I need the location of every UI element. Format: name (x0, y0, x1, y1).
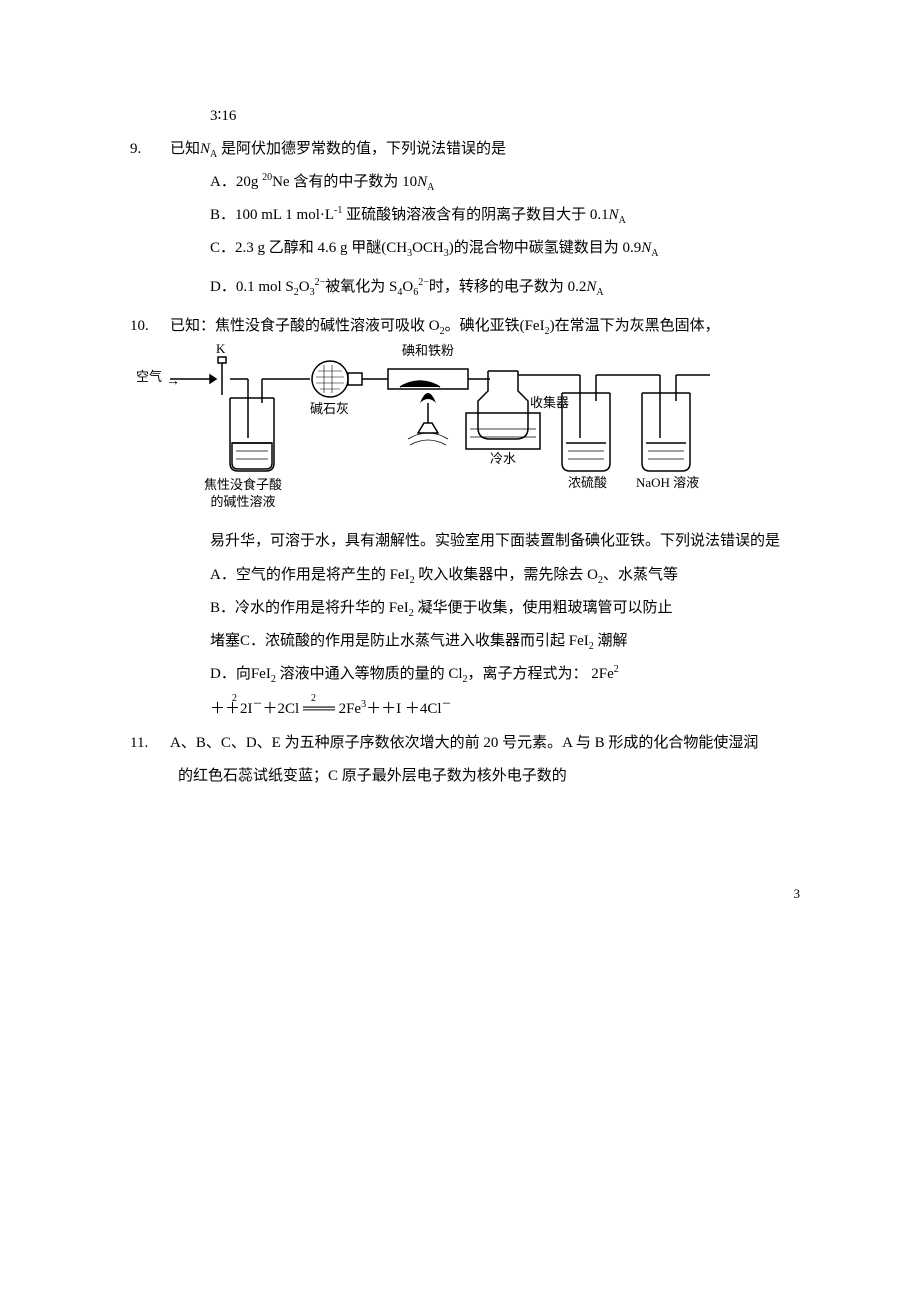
t: 2Fe (339, 701, 362, 717)
t: ＋ (366, 701, 381, 717)
q11-stem2: 的红色石蕊试纸变蓝；C 原子最外层电子数为核外电子数的 1 3 (130, 760, 820, 793)
q10-D-eq: 2 ＋＋2I－＋2Cl 2 ═══ 2Fe3＋＋I ＋4Cl－ (130, 691, 820, 727)
na-symbol: N (586, 279, 596, 295)
t: － (442, 699, 452, 710)
t: 20 (262, 172, 272, 183)
t: )的混合物中碳氢键数目为 0.9 (449, 240, 642, 256)
na-symbol: N (609, 207, 619, 223)
q10-C: 堵塞C．浓硫酸的作用是防止水蒸气进入收集器而引起 FeI2 潮解 (130, 625, 820, 658)
q9-A: A．20g 20Ne 含有的中子数为 10NA (130, 166, 820, 199)
q10-num: 10. (130, 310, 170, 343)
q10-stem: 已知：焦性没食子酸的碱性溶液可吸收 O2。碘化亚铁(FeI2)在常温下为灰黑色固… (170, 310, 720, 343)
t: － (253, 699, 263, 710)
q9-num: 9. (130, 133, 170, 166)
t: 堵塞C．浓硫酸的作用是防止水蒸气进入收集器而引起 FeI (210, 633, 589, 649)
t: 的红色石蕊试纸变蓝；C 原子最外层电子数为核外电子数的 (178, 768, 567, 784)
t: 6 (413, 287, 418, 298)
na-sub: A (427, 182, 434, 193)
t: ，离子方程式为： 2Fe (468, 666, 614, 682)
q10-B: B．冷水的作用是将升华的 FeI2 凝华便于收集，使用粗玻璃管可以防止 (130, 592, 820, 625)
t: O (402, 279, 413, 295)
t: 亚硫酸钠溶液含有的阴离子数目大于 0.1 (342, 207, 608, 223)
q8-tail: 3∶16 (130, 100, 820, 133)
q11: 11. A、B、C、D、E 为五种原子序数依次增大的前 20 号元素。A 与 B… (130, 727, 820, 760)
q9-C: C．2.3 g 乙醇和 4.6 g 甲醚(CH3OCH3)的混合物中碳氢键数目为… (130, 232, 820, 265)
q9: 9. 已知NA 是阿伏加德罗常数的值，下列说法错误的是 (130, 133, 820, 166)
t: 2 (614, 664, 619, 675)
t: 、水蒸气等 (603, 567, 678, 583)
t: 被氧化为 S (325, 279, 397, 295)
t: OCH (412, 240, 444, 256)
q11-stem1: A、B、C、D、E 为五种原子序数依次增大的前 20 号元素。A 与 B 形成的… (170, 727, 758, 760)
t: 焦性没食子酸 (204, 477, 282, 492)
t: )在常温下为灰黑色固体， (550, 318, 720, 334)
na-sub: A (651, 248, 658, 259)
na-symbol: N (641, 240, 651, 256)
na-symbol: N (200, 141, 210, 157)
label-h2so4: 浓硫酸 (568, 475, 607, 492)
t: 的碱性溶液 (211, 494, 276, 509)
t: ＋2I (225, 701, 253, 717)
t: 3 (310, 287, 315, 298)
t: 2 (311, 687, 316, 711)
label-K: K (216, 341, 225, 358)
t: 潮解 (594, 633, 628, 649)
label-lime: 碱石灰 (310, 401, 349, 418)
label-naoh: NaOH 溶液 (636, 475, 699, 492)
t: A．20g (210, 174, 262, 190)
t: 吹入收集器中，需先除去 O (415, 567, 598, 583)
apparatus-figure: 空气 → K 焦性没食子酸 的碱性溶液 碱石灰 碘和铁粉 收集器 冷水 浓硫酸 … (170, 343, 730, 523)
t: 凝华便于收集，使用粗玻璃管可以防止 (414, 600, 673, 616)
t: 溶液中通入等物质的量的 Cl (276, 666, 463, 682)
q11-num: 11. (130, 727, 170, 760)
t: ＋I ＋4Cl (381, 701, 441, 717)
q9-stem-b: 是阿伏加德罗常数的值，下列说法错误的是 (217, 141, 506, 157)
t: 。碘化亚铁(FeI (445, 318, 545, 334)
t: 2 (232, 687, 237, 711)
t: Ne 含有的中子数为 10 (272, 174, 417, 190)
na-symbol: N (417, 174, 427, 190)
q9-stem-a: 已知 (170, 141, 200, 157)
label-collector: 收集器 (530, 395, 569, 412)
q10-A: A．空气的作用是将产生的 FeI2 吹入收集器中，需先除去 O2、水蒸气等 (130, 559, 820, 592)
na-sub: A (619, 215, 626, 226)
t: D．0.1 mol S (210, 279, 294, 295)
q9-stem: 已知NA 是阿伏加德罗常数的值，下列说法错误的是 (170, 133, 506, 166)
label-pyrogallol: 焦性没食子酸 的碱性溶液 (204, 477, 282, 511)
label-air: 空气 (136, 369, 162, 386)
arrow-icon: → (166, 367, 180, 398)
t: ＋2Cl (263, 701, 300, 717)
q10: 10. 已知：焦性没食子酸的碱性溶液可吸收 O2。碘化亚铁(FeI2)在常温下为… (130, 310, 820, 343)
label-iodine-iron: 碘和铁粉 (402, 343, 454, 360)
t: A．空气的作用是将产生的 FeI (210, 567, 410, 583)
t: C．2.3 g 乙醇和 4.6 g 甲醚(CH (210, 240, 407, 256)
q9-B: B．100 mL 1 mol·L-1 亚硫酸钠溶液含有的阴离子数目大于 0.1N… (130, 199, 820, 232)
t: 时，转移的电子数为 0.2 (429, 279, 587, 295)
page-number: 3 (794, 880, 801, 909)
label-coldwater: 冷水 (490, 451, 516, 468)
t: B．100 mL 1 mol·L (210, 207, 334, 223)
q9-D: D．0.1 mol S2O32−被氧化为 S4O62−时，转移的电子数为 0.2… (130, 271, 820, 304)
t: ═══ (303, 701, 339, 717)
t: B．冷水的作用是将升华的 FeI (210, 600, 409, 616)
t: ＋ (210, 701, 225, 717)
na-sub: A (596, 287, 603, 298)
t: D．向FeI (210, 666, 271, 682)
t: 已知：焦性没食子酸的碱性溶液可吸收 O (170, 318, 440, 334)
q10-stem-cont: 易升华，可溶于水，具有潮解性。实验室用下面装置制备碘化亚铁。下列说法错误的是 (130, 523, 820, 559)
t: O (299, 279, 310, 295)
